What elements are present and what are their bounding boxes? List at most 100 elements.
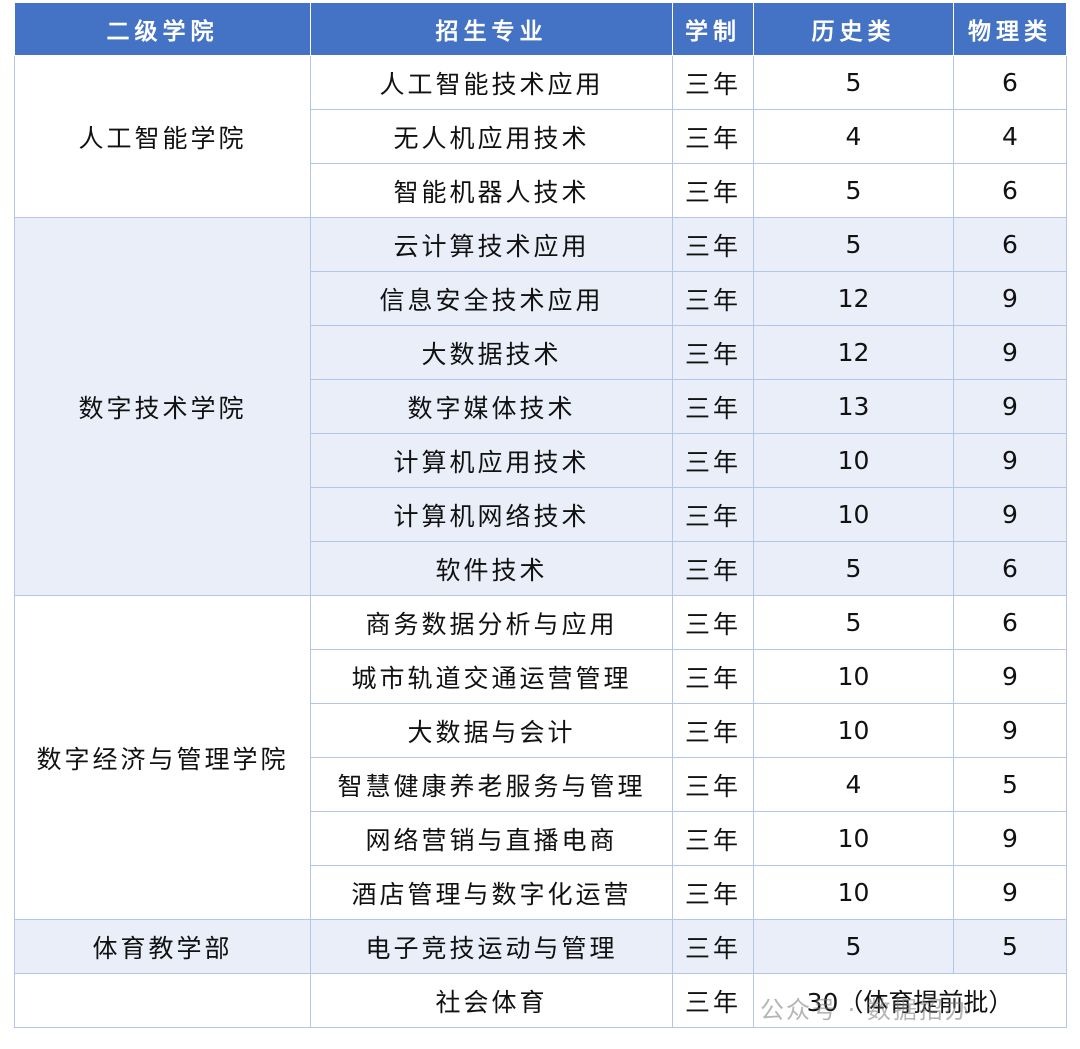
duration-cell: 三年 xyxy=(672,109,754,164)
table-row: 软件技术 三年 5 6 xyxy=(15,541,1067,596)
college-cell: 人工智能学院 xyxy=(14,55,311,218)
table-row: 体育教学部 电子竞技运动与管理 三年 5 5 xyxy=(14,919,1067,974)
duration-cell: 三年 xyxy=(672,541,754,596)
physics-quota: 9 xyxy=(953,433,1067,488)
history-quota: 5 xyxy=(753,163,954,218)
history-quota: 5 xyxy=(753,55,954,110)
history-quota: 12 xyxy=(753,271,954,326)
quota-cell: 30（体育提前批） xyxy=(753,973,1067,1028)
duration-cell: 三年 xyxy=(672,973,754,1028)
major-cell: 计算机应用技术 xyxy=(310,433,673,488)
header-cell: 学制 xyxy=(672,2,754,56)
table-row: 智能机器人技术 三年 5 6 xyxy=(15,163,1067,218)
history-quota: 4 xyxy=(753,109,954,164)
major-cell: 城市轨道交通运营管理 xyxy=(310,649,673,704)
header-cell: 物理类 xyxy=(953,2,1067,56)
physics-quota: 9 xyxy=(953,271,1067,326)
physics-quota: 6 xyxy=(953,217,1067,272)
table-row: 计算机网络技术 三年 10 9 xyxy=(15,487,1067,542)
table-row: 城市轨道交通运营管理 三年 10 9 xyxy=(15,649,1067,704)
history-quota: 10 xyxy=(753,703,954,758)
college-cell xyxy=(14,973,311,1028)
duration-cell: 三年 xyxy=(672,271,754,326)
duration-cell: 三年 xyxy=(672,595,754,650)
duration-cell: 三年 xyxy=(672,379,754,434)
duration-cell: 三年 xyxy=(672,433,754,488)
physics-quota: 9 xyxy=(953,325,1067,380)
physics-quota: 9 xyxy=(953,703,1067,758)
table-row: 数字经济与管理学院 商务数据分析与应用 三年 5 6 xyxy=(14,595,1067,920)
table-row: 智慧健康养老服务与管理 三年 4 5 xyxy=(15,757,1067,812)
table-row: 人工智能学院 人工智能技术应用 三年 5 6 xyxy=(14,55,1067,218)
table-row: 信息安全技术应用 三年 12 9 xyxy=(15,271,1067,326)
history-quota: 10 xyxy=(753,811,954,866)
major-cell: 社会体育 xyxy=(310,973,673,1028)
history-quota: 10 xyxy=(753,487,954,542)
major-cell: 计算机网络技术 xyxy=(310,487,673,542)
table-row: 大数据技术 三年 12 9 xyxy=(15,325,1067,380)
duration-cell: 三年 xyxy=(672,217,754,272)
history-quota: 5 xyxy=(753,919,954,974)
major-cell: 网络营销与直播电商 xyxy=(310,811,673,866)
history-quota: 4 xyxy=(753,757,954,812)
admission-table: 二级学院 招生专业 学制 历史类 物理类 人工智能学院 人工智能技术应用 三年 5 6 无人机应用… xyxy=(14,2,1067,1028)
major-cell: 酒店管理与数字化运营 xyxy=(310,865,673,920)
major-cell: 大数据技术 xyxy=(310,325,673,380)
major-cell: 云计算技术应用 xyxy=(310,217,673,272)
physics-quota: 6 xyxy=(953,541,1067,596)
major-cell: 人工智能技术应用 xyxy=(310,55,673,110)
physics-quota: 6 xyxy=(953,55,1067,110)
duration-cell: 三年 xyxy=(672,487,754,542)
physics-quota: 9 xyxy=(953,811,1067,866)
header-cell: 历史类 xyxy=(753,2,954,56)
history-quota: 10 xyxy=(753,433,954,488)
major-cell: 智慧健康养老服务与管理 xyxy=(310,757,673,812)
history-quota: 10 xyxy=(753,865,954,920)
physics-quota: 4 xyxy=(953,109,1067,164)
watermark: 公众号 · 数据招办 xyxy=(760,996,971,1024)
history-quota: 10 xyxy=(753,649,954,704)
history-quota: 5 xyxy=(753,217,954,272)
table-row: 社会体育 三年 30（体育提前批） xyxy=(14,973,1067,1028)
table-row: 计算机应用技术 三年 10 9 xyxy=(15,433,1067,488)
major-cell: 大数据与会计 xyxy=(310,703,673,758)
duration-cell: 三年 xyxy=(672,649,754,704)
major-cell: 商务数据分析与应用 xyxy=(310,595,673,650)
duration-cell: 三年 xyxy=(672,919,754,974)
major-cell: 无人机应用技术 xyxy=(310,109,673,164)
physics-quota: 5 xyxy=(953,757,1067,812)
history-quota: 13 xyxy=(753,379,954,434)
header-cell: 招生专业 xyxy=(310,2,673,56)
major-cell: 智能机器人技术 xyxy=(310,163,673,218)
table-row: 酒店管理与数字化运营 三年 10 9 xyxy=(15,865,1067,920)
duration-cell: 三年 xyxy=(672,757,754,812)
duration-cell: 三年 xyxy=(672,55,754,110)
physics-quota: 6 xyxy=(953,595,1067,650)
table-row: 数字媒体技术 三年 13 9 xyxy=(15,379,1067,434)
table-body: 人工智能学院 人工智能技术应用 三年 5 6 无人机应用技术 三年 4 4 智能机器人技术 三年 5 6… xyxy=(14,55,1067,1028)
history-quota: 12 xyxy=(753,325,954,380)
duration-cell: 三年 xyxy=(672,811,754,866)
major-cell: 数字媒体技术 xyxy=(310,379,673,434)
physics-quota: 6 xyxy=(953,163,1067,218)
physics-quota: 9 xyxy=(953,379,1067,434)
physics-quota: 9 xyxy=(953,487,1067,542)
physics-quota: 9 xyxy=(953,865,1067,920)
header-row: 二级学院 招生专业 学制 历史类 物理类 xyxy=(14,2,1067,56)
major-cell: 软件技术 xyxy=(310,541,673,596)
major-cell: 信息安全技术应用 xyxy=(310,271,673,326)
college-cell: 体育教学部 xyxy=(14,919,311,974)
table-row: 无人机应用技术 三年 4 4 xyxy=(15,109,1067,164)
history-quota: 5 xyxy=(753,595,954,650)
history-quota: 5 xyxy=(753,541,954,596)
college-cell: 数字技术学院 xyxy=(14,217,311,596)
duration-cell: 三年 xyxy=(672,703,754,758)
physics-quota: 5 xyxy=(953,919,1067,974)
duration-cell: 三年 xyxy=(672,865,754,920)
college-cell: 数字经济与管理学院 xyxy=(14,595,311,920)
physics-quota: 9 xyxy=(953,649,1067,704)
table-row: 数字技术学院 云计算技术应用 三年 5 6 xyxy=(14,217,1067,596)
major-cell: 电子竞技运动与管理 xyxy=(310,919,673,974)
duration-cell: 三年 xyxy=(672,163,754,218)
